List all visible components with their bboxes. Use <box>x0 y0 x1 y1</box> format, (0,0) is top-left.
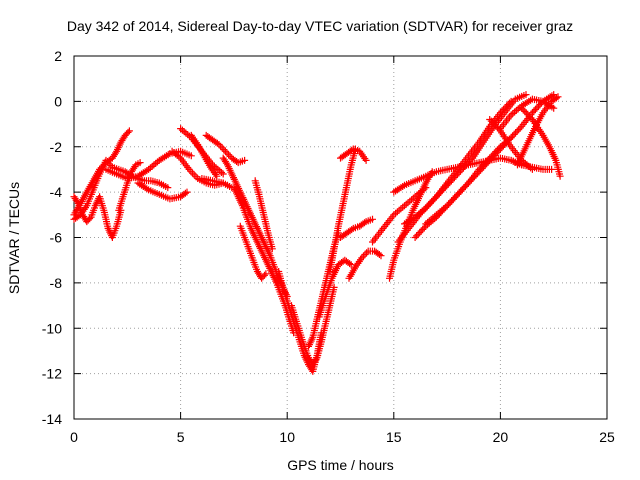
data-series-arc-9 <box>187 131 221 180</box>
data-points <box>70 91 564 375</box>
data-point-markers <box>134 179 191 203</box>
data-point-markers <box>230 184 298 337</box>
data-point-markers <box>337 145 370 164</box>
data-series-arc-17 <box>288 283 338 369</box>
data-series-arc-13 <box>230 184 298 337</box>
data-point-markers <box>518 104 564 180</box>
data-series-arc-5 <box>115 159 144 214</box>
y-tick-label: -4 <box>50 184 63 200</box>
data-point-markers <box>345 247 385 282</box>
x-tick-label: 15 <box>386 429 402 445</box>
y-tick-label: 2 <box>54 48 62 64</box>
data-point-markers <box>202 131 249 167</box>
data-point-markers <box>115 159 144 214</box>
data-point-markers <box>70 193 125 241</box>
data-series-arc-12 <box>219 154 291 300</box>
data-series-arc-19 <box>315 256 355 321</box>
data-series-arc-30 <box>411 134 515 241</box>
data-series-arc-22 <box>337 215 376 241</box>
x-tick-label: 5 <box>177 429 185 445</box>
data-series-arc-23 <box>337 145 370 164</box>
data-series-arc-6 <box>134 179 191 203</box>
data-series-arc-15 <box>251 177 276 253</box>
data-series-arc-34 <box>518 104 564 180</box>
y-tick-label: -14 <box>42 411 62 427</box>
data-point-markers <box>337 215 376 241</box>
data-series-arc-28 <box>401 97 515 228</box>
data-series-arc-35 <box>507 156 556 173</box>
data-point-markers <box>251 177 276 253</box>
data-series-arc-21 <box>345 247 385 282</box>
x-tick-label: 25 <box>599 429 615 445</box>
data-series-arc-3 <box>70 193 125 241</box>
data-series-arc-14 <box>236 222 270 282</box>
data-point-markers <box>219 154 291 300</box>
data-point-markers <box>236 222 270 282</box>
data-point-markers <box>187 131 221 180</box>
data-point-markers <box>315 256 355 321</box>
data-point-markers <box>411 134 515 241</box>
y-tick-label: 0 <box>54 93 62 109</box>
data-point-markers <box>198 175 236 192</box>
y-tick-label: -8 <box>50 275 63 291</box>
data-series-arc-10 <box>202 131 249 167</box>
x-axis-label: GPS time / hours <box>287 457 394 473</box>
data-point-markers <box>288 283 338 369</box>
y-tick-label: -12 <box>42 366 62 382</box>
x-tick-label: 10 <box>279 429 295 445</box>
y-tick-label: -10 <box>42 320 62 336</box>
data-point-markers <box>401 97 515 228</box>
y-tick-label: -6 <box>50 230 63 246</box>
y-tick-label: -2 <box>50 139 63 155</box>
chart-title: Day 342 of 2014, Sidereal Day-to-day VTE… <box>66 18 574 34</box>
data-point-markers <box>326 145 359 275</box>
y-axis-label: SDTVAR / TECUs <box>6 181 22 295</box>
x-tick-label: 20 <box>493 429 509 445</box>
x-tick-label: 0 <box>70 429 78 445</box>
data-series-arc-20 <box>326 145 359 275</box>
data-series-arc-11 <box>198 175 236 192</box>
data-point-markers <box>507 156 556 173</box>
